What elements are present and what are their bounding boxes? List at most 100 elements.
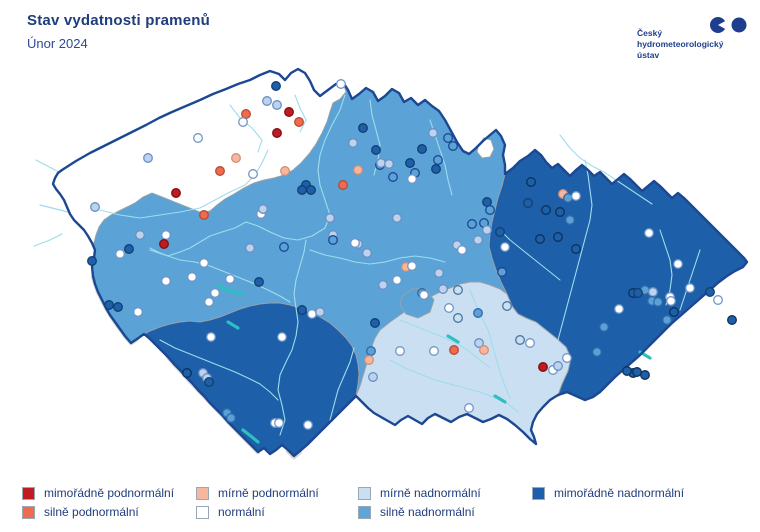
legend-label: normální: [218, 505, 265, 519]
legend-label: silně nadnormální: [380, 505, 475, 519]
station-dot: [328, 235, 338, 245]
station-dot: [306, 185, 316, 195]
station-dot: [272, 100, 282, 110]
station-dot: [364, 355, 374, 365]
station-dot: [368, 372, 378, 382]
legend-item: mimořádně podnormální: [22, 485, 174, 501]
station-dot: [87, 256, 97, 266]
station-dot: [571, 191, 581, 201]
station-dot: [553, 232, 563, 242]
station-dot: [325, 213, 335, 223]
station-dot: [187, 272, 197, 282]
station-dot: [294, 117, 304, 127]
station-dot: [297, 185, 307, 195]
station-dot: [388, 172, 398, 182]
legend-column-1: mimořádně podnormální silně podnormální: [22, 485, 174, 523]
station-dot: [632, 367, 642, 377]
station-dot: [143, 153, 153, 163]
legend-label: mimořádně podnormální: [44, 486, 175, 500]
station-dot: [226, 413, 236, 423]
station-dot: [673, 259, 683, 269]
chmi-logo: Český hydrometeorologický ústav: [637, 28, 723, 61]
station-dot: [633, 288, 643, 298]
legend-swatch-mild-below: [196, 486, 209, 500]
country-border: [51, 67, 749, 458]
station-dot: [500, 242, 510, 252]
station-dot: [248, 169, 258, 179]
station-dot: [592, 347, 602, 357]
station-dot: [204, 377, 214, 387]
station-dot: [210, 288, 220, 298]
legend-swatch-mild-above: [358, 486, 371, 500]
station-dot: [133, 307, 143, 317]
station-dot: [453, 285, 463, 295]
station-dot: [599, 322, 609, 332]
station-dot: [482, 225, 492, 235]
station-dot: [384, 159, 394, 169]
station-dot: [443, 133, 453, 143]
station-dot: [449, 345, 459, 355]
station-dot: [433, 155, 443, 165]
logo-line-1: Český: [637, 28, 663, 38]
station-dot: [258, 204, 268, 214]
station-dot: [685, 283, 695, 293]
station-dot: [453, 313, 463, 323]
station-dot: [303, 420, 313, 430]
station-dot: [444, 303, 454, 313]
station-dot: [555, 207, 565, 217]
station-dot: [526, 177, 536, 187]
station-dot: [562, 353, 572, 363]
station-dot: [238, 117, 248, 127]
station-dot: [358, 123, 368, 133]
station-dot: [479, 345, 489, 355]
station-dot: [535, 234, 545, 244]
station-dot: [525, 338, 535, 348]
reservoirs: [216, 284, 652, 444]
station-dot: [371, 145, 381, 155]
station-dot: [376, 158, 386, 168]
station-dot: [113, 302, 123, 312]
station-dot: [350, 238, 360, 248]
station-dot: [515, 335, 525, 345]
station-dot: [614, 304, 624, 314]
station-dot: [307, 309, 317, 319]
legend-column-2: mírně podnormální normální: [196, 485, 319, 523]
legend-item: normální: [196, 504, 319, 520]
station-dot: [336, 79, 346, 89]
station-dot: [502, 301, 512, 311]
station-dot: [429, 346, 439, 356]
legend-column-4: mimořádně nadnormální: [532, 485, 684, 504]
station-dot: [538, 362, 548, 372]
station-dot: [474, 338, 484, 348]
station-dot: [338, 180, 348, 190]
station-dot: [297, 305, 307, 315]
station-dot: [199, 210, 209, 220]
station-dot: [206, 332, 216, 342]
station-dot: [713, 295, 723, 305]
station-dot: [241, 109, 251, 119]
legend-label: mimořádně nadnormální: [554, 486, 685, 500]
station-dot: [161, 230, 171, 240]
station-dot: [662, 315, 672, 325]
station-dot: [407, 174, 417, 184]
station-dot: [370, 318, 380, 328]
station-dot: [279, 242, 289, 252]
station-dot: [395, 346, 405, 356]
station-dot: [182, 368, 192, 378]
station-dot: [254, 277, 264, 287]
header: Stav vydatnosti pramenů Únor 2024: [27, 12, 210, 51]
station-dot: [353, 165, 363, 175]
station-dot: [204, 297, 214, 307]
station-dot: [392, 213, 402, 223]
station-dot: [563, 193, 573, 203]
station-dot: [171, 188, 181, 198]
legend-label: mírně podnormální: [218, 486, 319, 500]
station-dot: [705, 287, 715, 297]
station-dot: [135, 230, 145, 240]
station-dot: [225, 274, 235, 284]
logo-line-3: ústav: [637, 50, 660, 60]
station-dot: [669, 307, 679, 317]
station-dot: [485, 205, 495, 215]
legend-swatch-strong-above: [358, 505, 371, 519]
station-dot: [464, 403, 474, 413]
